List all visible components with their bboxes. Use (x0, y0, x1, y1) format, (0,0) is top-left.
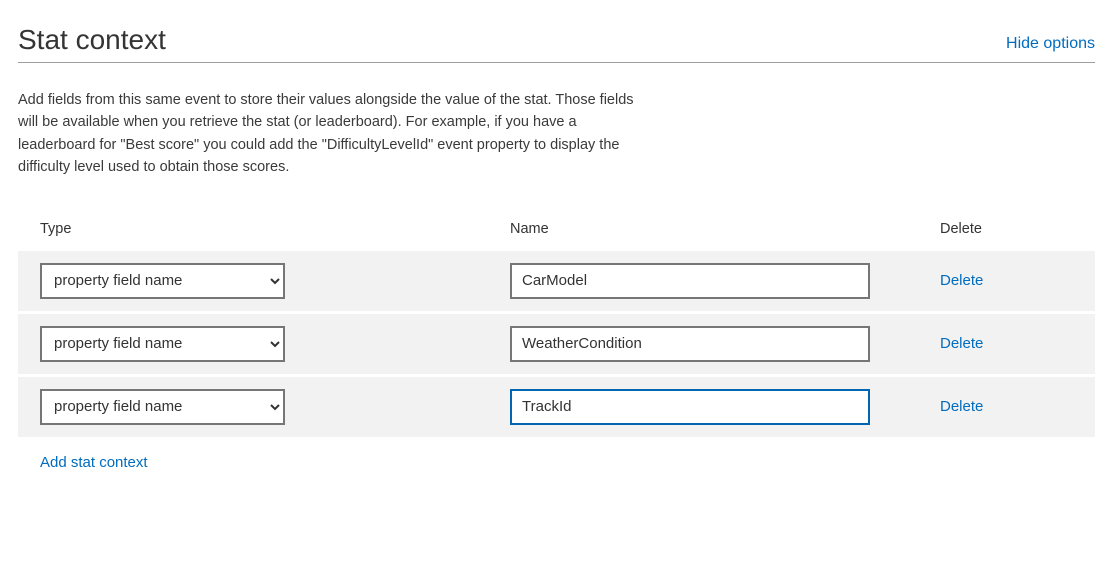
column-header-delete: Delete (940, 221, 1073, 237)
page-title: Stat context (18, 24, 166, 56)
column-header-name: Name (510, 221, 940, 237)
delete-link[interactable]: Delete (940, 335, 983, 352)
stat-context-row: property field name Delete (18, 377, 1095, 437)
add-stat-context-link[interactable]: Add stat context (40, 454, 148, 471)
name-input[interactable] (510, 326, 870, 362)
delete-link[interactable]: Delete (940, 272, 983, 289)
name-input[interactable] (510, 389, 870, 425)
section-description: Add fields from this same event to store… (18, 89, 638, 179)
hide-options-link[interactable]: Hide options (1006, 35, 1095, 56)
stat-context-row: property field name Delete (18, 314, 1095, 374)
column-header-type: Type (40, 221, 510, 237)
name-input[interactable] (510, 263, 870, 299)
type-select[interactable]: property field name (40, 326, 285, 362)
table-header: Type Name Delete (18, 221, 1095, 251)
type-select[interactable]: property field name (40, 389, 285, 425)
type-select[interactable]: property field name (40, 263, 285, 299)
stat-context-row: property field name Delete (18, 251, 1095, 311)
delete-link[interactable]: Delete (940, 398, 983, 415)
